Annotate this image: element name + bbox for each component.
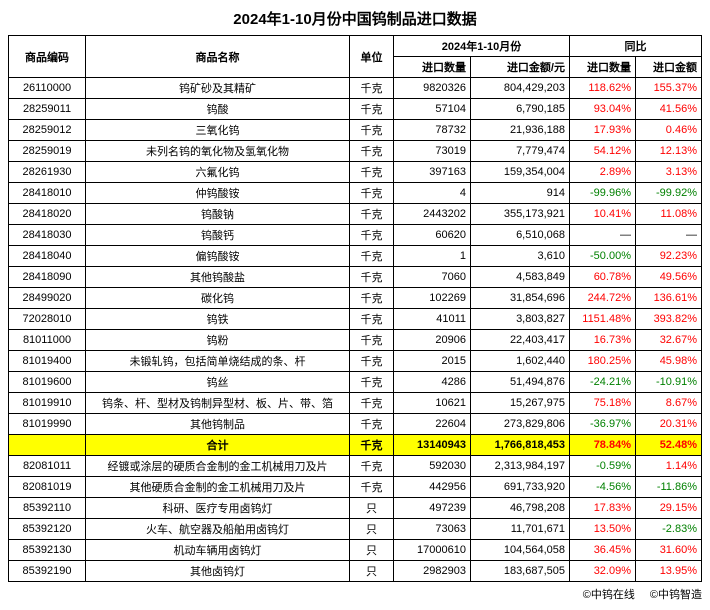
header-yoy-amt: 进口金额 <box>636 57 702 78</box>
header-yoy-qty: 进口数量 <box>570 57 636 78</box>
table-row: 28418030钨酸钙千克606206,510,068—— <box>9 225 702 246</box>
table-row: 81019400未锻轧钨，包括简单烧结成的条、杆千克20151,602,4401… <box>9 351 702 372</box>
table-row: 85392130机动车辆用卤钨灯只17000610104,564,05836.4… <box>9 540 702 561</box>
table-row: 81019910钨条、杆、型材及钨制异型材、板、片、带、箔千克1062115,2… <box>9 393 702 414</box>
header-qty: 进口数量 <box>394 57 471 78</box>
table-row: 72028010钨铁千克410113,803,8271151.48%393.82… <box>9 309 702 330</box>
header-name: 商品名称 <box>86 36 350 78</box>
header-code: 商品编码 <box>9 36 86 78</box>
page-title: 2024年1-10月份中国钨制品进口数据 <box>8 8 702 29</box>
table-row: 28418040偏钨酸铵千克13,610-50.00%92.23% <box>9 246 702 267</box>
footer: ©中钨在线 ©中钨智造 <box>8 586 702 602</box>
table-row: 28418090其他钨酸盐千克70604,583,84960.78%49.56% <box>9 267 702 288</box>
import-table: 商品编码 商品名称 单位 2024年1-10月份 同比 进口数量 进口金额/元 … <box>8 35 702 582</box>
footer-left: ©中钨在线 <box>583 589 635 601</box>
header-amt: 进口金额/元 <box>471 57 570 78</box>
table-row: 82081019其他硬质合金制的金工机械用刀及片千克442956691,733,… <box>9 477 702 498</box>
table-row: 28418020钨酸钠千克2443202355,173,92110.41%11.… <box>9 204 702 225</box>
table-row: 28418010仲钨酸铵千克4914-99.96%-99.92% <box>9 183 702 204</box>
header-period: 2024年1-10月份 <box>394 36 570 57</box>
table-row: 85392110科研、医疗专用卤钨灯只49723946,798,20817.83… <box>9 498 702 519</box>
table-row: 81019990其他钨制品千克22604273,829,806-36.97%20… <box>9 414 702 435</box>
table-row: 28259012三氧化钨千克7873221,936,18817.93%0.46% <box>9 120 702 141</box>
table-row: 28499020碳化钨千克10226931,854,696244.72%136.… <box>9 288 702 309</box>
table-row: 28261930六氟化钨千克397163159,354,0042.89%3.13… <box>9 162 702 183</box>
table-row: 85392120火车、航空器及船舶用卤钨灯只7306311,701,67113.… <box>9 519 702 540</box>
footer-right: ©中钨智造 <box>650 589 702 601</box>
table-row: 82081011经镀或涂层的硬质合金制的金工机械用刀及片千克5920302,31… <box>9 456 702 477</box>
header-unit: 单位 <box>350 36 394 78</box>
table-row: 26110000钨矿砂及其精矿千克9820326804,429,203118.6… <box>9 78 702 99</box>
table-row: 28259019未列名钨的氧化物及氢氧化物千克730197,779,47454.… <box>9 141 702 162</box>
table-row: 85392190其他卤钨灯只2982903183,687,50532.09%13… <box>9 561 702 582</box>
table-row: 28259011钨酸千克571046,790,18593.04%41.56% <box>9 99 702 120</box>
table-row: 81011000钨粉千克2090622,403,41716.73%32.67% <box>9 330 702 351</box>
table-row: 合计千克131409431,766,818,45378.84%52.48% <box>9 435 702 456</box>
header-yoy: 同比 <box>570 36 702 57</box>
table-row: 81019600钨丝千克428651,494,876-24.21%-10.91% <box>9 372 702 393</box>
